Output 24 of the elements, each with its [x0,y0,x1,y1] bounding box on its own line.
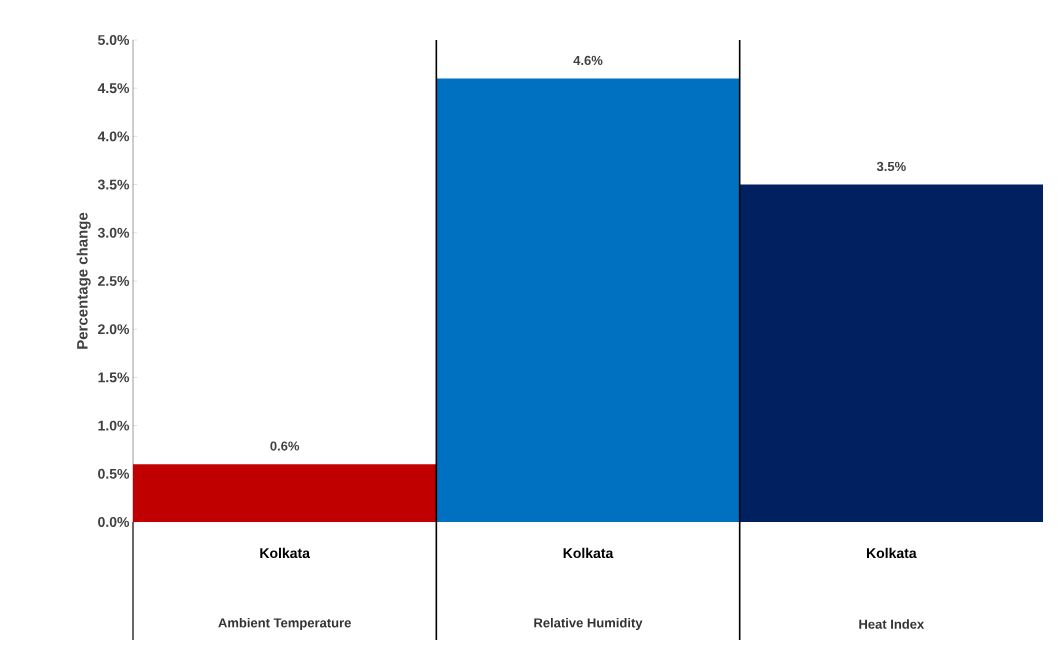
y-tick-label: 4.5% [97,83,130,94]
x-tick-label: Kolkata [563,547,614,559]
y-tick-label: 1.0% [98,420,130,431]
data-label: 0.6% [270,441,300,451]
bar [133,464,437,522]
y-tick-label: 2.0% [98,324,130,335]
text: Heat Index [859,619,925,629]
y-tick-label: 2.5% [98,276,130,286]
y-tick-label: 3.0% [97,227,130,238]
y-tick-label: 0.5% [98,468,130,479]
data-label: 4.6% [573,55,603,66]
y-tick-label: 0.0% [98,517,130,527]
x-tick-label: Kolkata [867,547,917,559]
x-tick-label: Kolkata [260,547,311,559]
y-axis-title: Percentage change [76,212,91,349]
bar [436,78,740,522]
bar [739,184,1044,522]
y-tick-label: 4.0% [97,131,130,142]
y-tick-label: 3.5% [97,179,130,190]
data-label: 3.5% [876,161,906,172]
text: Ambient Temperature [218,617,351,631]
y-tick-label: 1.5% [98,372,130,383]
text: Relative Humidity [534,617,643,631]
y-tick-label: 5.0% [97,35,130,45]
